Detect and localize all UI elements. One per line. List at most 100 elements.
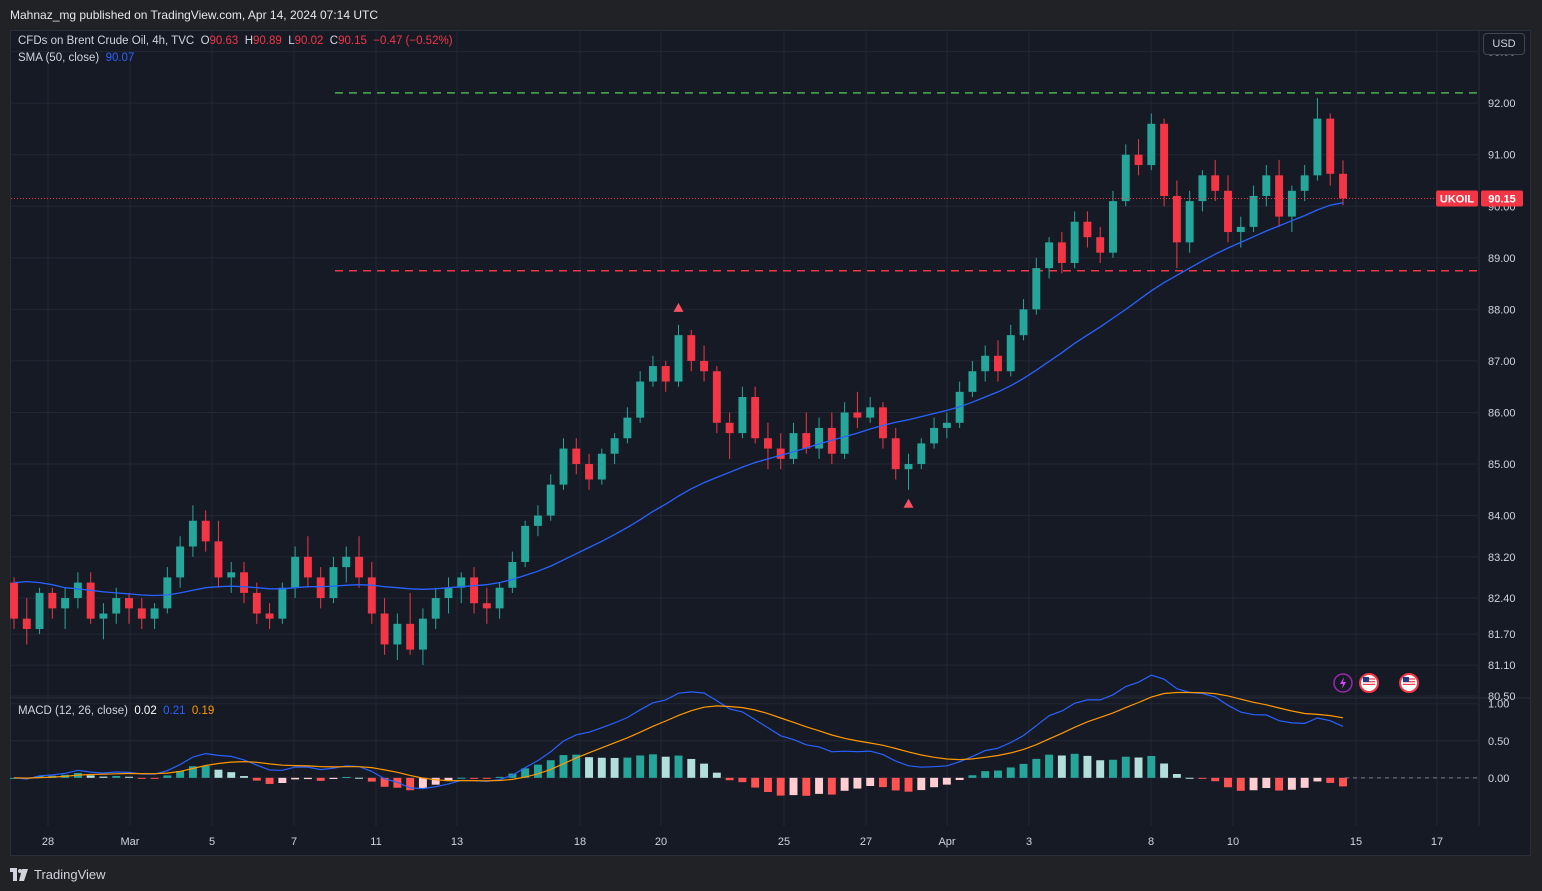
macd-histogram-bar	[853, 777, 862, 789]
candle-body	[853, 412, 862, 418]
macd-histogram-bar	[1160, 763, 1169, 778]
flag-canton	[1363, 677, 1369, 682]
candle-body	[22, 618, 31, 629]
macd-histogram-bar	[125, 776, 133, 778]
candle-body	[815, 427, 824, 449]
candle-body	[227, 572, 236, 578]
candle-body	[470, 577, 478, 604]
candle-body	[355, 556, 363, 578]
price-tick-label: 84.00	[1488, 511, 1516, 523]
time-tick-label: 13	[451, 836, 463, 848]
macd-histogram-bar	[827, 777, 836, 795]
macd-histogram-bar	[994, 770, 1002, 778]
macd-histogram-bar	[176, 770, 185, 778]
macd-histogram-bar	[840, 777, 849, 791]
candle-body	[99, 613, 108, 619]
last-price-tag-bg	[1481, 190, 1523, 207]
low-label: L	[288, 35, 295, 47]
macd-histogram-bar	[930, 777, 939, 788]
macd-histogram-bar	[188, 766, 197, 778]
macd-histogram-bar	[112, 776, 121, 778]
candle-body	[393, 623, 402, 645]
candle-body	[431, 598, 440, 619]
candle-body	[1211, 175, 1220, 191]
macd-histogram-bar	[457, 777, 466, 779]
candle-body	[661, 366, 670, 382]
candle-body	[1300, 175, 1309, 191]
candle-body	[329, 567, 338, 599]
time-tick-label: 28	[42, 836, 54, 848]
candle-body	[508, 561, 517, 588]
footer-bar: TradingView	[0, 858, 1542, 891]
price-tick-label: 86.00	[1488, 407, 1516, 419]
candle-body	[73, 582, 82, 599]
macd-histogram-bar	[482, 777, 491, 779]
candle-body	[1032, 268, 1041, 310]
candle-body	[316, 577, 325, 599]
macd-histogram-bar	[99, 776, 108, 778]
macd-histogram-bar	[610, 757, 619, 778]
macd-histogram-bar	[1083, 755, 1092, 778]
macd-histogram-bar	[687, 758, 696, 778]
macd-signal-line	[13, 691, 1344, 782]
candle-body	[163, 577, 172, 609]
sma-legend: SMA (50, close) 90.07	[18, 52, 134, 64]
ohlc-legend: CFDs on Brent Crude Oil, 4h, TVC O90.63 …	[18, 35, 453, 47]
candle-body	[482, 603, 491, 609]
candle-body	[457, 577, 466, 588]
price-tick-label: 83.20	[1488, 552, 1516, 564]
candle-body	[687, 335, 696, 361]
candle-body	[1134, 154, 1143, 166]
macd-histogram-bar	[521, 768, 530, 778]
candle-body	[1019, 309, 1028, 336]
candle-body	[1249, 195, 1258, 227]
candle-body	[1224, 190, 1232, 233]
candle-body	[342, 556, 351, 568]
candle-body	[10, 582, 18, 619]
time-tick-label: Mar	[121, 836, 140, 848]
macd-histogram-bar	[597, 757, 606, 778]
candle-body	[610, 438, 619, 454]
macd-histogram-bar	[444, 777, 453, 782]
candle-body	[891, 438, 900, 470]
candle-body	[648, 366, 657, 382]
macd-line	[13, 674, 1344, 790]
candle-body	[879, 407, 887, 439]
high-label: H	[244, 35, 254, 47]
macd-histogram-bar	[1339, 777, 1347, 787]
symbol-name: CFDs on Brent Crude Oil, 4h, TVC	[18, 35, 195, 47]
candle-body	[1313, 118, 1322, 176]
candle-body	[35, 592, 44, 629]
macd-histogram-bar	[278, 777, 287, 783]
candle-body	[201, 520, 210, 542]
macd-histogram-bar	[917, 777, 926, 791]
time-tick-label: 10	[1227, 836, 1239, 848]
candle-body	[380, 613, 389, 645]
macd-histogram-bar	[1109, 759, 1117, 778]
candle-body	[802, 433, 811, 449]
candle-body	[1045, 242, 1054, 269]
currency-button[interactable]: USD	[1483, 33, 1525, 55]
candle-body	[1172, 195, 1181, 243]
candle-body	[712, 371, 721, 423]
candle-body	[1185, 201, 1194, 243]
price-tick-label: 91.00	[1488, 150, 1516, 162]
publisher-bar: Mahnaz_mg published on TradingView.com, …	[0, 0, 1542, 30]
macd-histogram-bar	[316, 777, 325, 781]
macd-histogram-bar	[585, 757, 594, 778]
macd-histogram-bar	[1019, 763, 1028, 778]
candle-body	[942, 422, 951, 428]
macd-histogram-bar	[1172, 774, 1181, 778]
candle-body	[48, 592, 57, 609]
macd-histogram-bar	[789, 777, 798, 796]
macd-histogram-bar	[431, 777, 440, 785]
candle-body	[61, 598, 70, 609]
candle-body	[904, 464, 913, 470]
macd-histogram-bar	[738, 777, 747, 783]
macd-histogram-bar	[1045, 754, 1054, 778]
candle-body	[495, 587, 504, 609]
macd-histogram-bar	[763, 777, 772, 793]
macd-histogram-bar	[904, 777, 913, 792]
macd-histogram-bar	[802, 777, 811, 796]
